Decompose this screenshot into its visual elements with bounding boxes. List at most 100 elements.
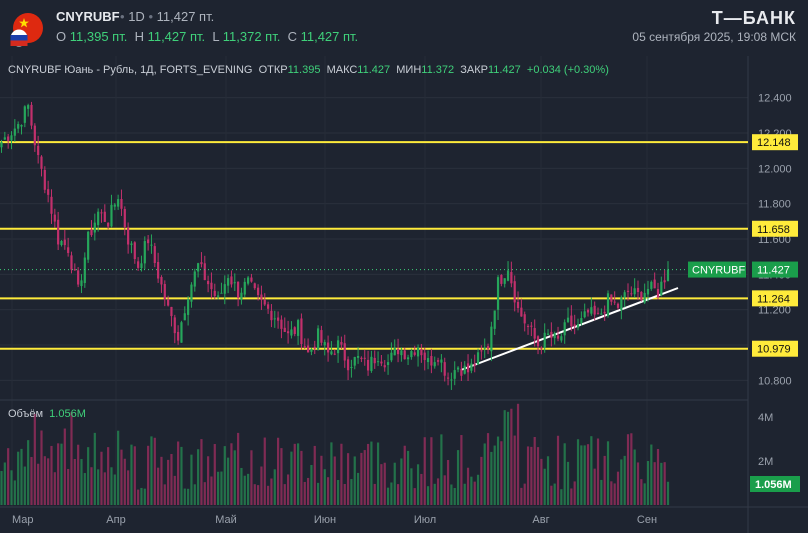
datetime: 05 сентября 2025, 19:08 МСК — [632, 30, 796, 44]
candle-body — [626, 290, 630, 292]
candle — [80, 274, 83, 294]
candle-body — [7, 136, 10, 141]
volume-bar — [413, 488, 416, 505]
candle — [603, 305, 606, 321]
candle-body — [393, 347, 396, 356]
candle-body — [466, 363, 470, 373]
candle — [410, 348, 413, 360]
volume-bar — [257, 485, 260, 505]
candle-body — [290, 329, 293, 336]
candle — [137, 257, 140, 271]
candle — [496, 275, 500, 320]
candle-body — [97, 211, 100, 226]
candle-body — [400, 350, 403, 356]
candle-body — [230, 276, 233, 285]
candle — [360, 356, 363, 363]
candle-body — [130, 243, 133, 245]
volume-bar — [646, 461, 650, 505]
volume-bar — [346, 453, 350, 505]
candle-body — [456, 367, 460, 370]
volume-bar — [290, 451, 293, 505]
candle-body — [586, 309, 590, 313]
volume-bar — [626, 434, 630, 505]
candle — [386, 354, 390, 375]
volume-bar — [570, 488, 573, 505]
volume-bar — [127, 470, 130, 505]
volume-bar — [87, 447, 90, 505]
candle-body — [17, 124, 20, 129]
candle-body — [103, 211, 106, 222]
candle — [620, 295, 623, 320]
volume-bar — [83, 473, 86, 505]
candle — [656, 282, 660, 300]
candle — [280, 315, 283, 339]
volume-badge-label: 1.056M — [755, 479, 792, 491]
candle — [0, 139, 3, 153]
candle — [596, 307, 600, 315]
candle-body — [640, 291, 643, 301]
legend-high: 11.427 — [357, 64, 391, 76]
volume-bar — [483, 443, 486, 505]
candle-body — [553, 333, 556, 339]
candle-body — [173, 317, 176, 334]
candle-body — [526, 325, 530, 327]
candle-body — [193, 271, 196, 287]
volume-bar — [353, 456, 356, 505]
candle-body — [430, 356, 433, 366]
legend-open: 11.395 — [287, 64, 321, 76]
volume-bar — [207, 456, 210, 505]
candle-body — [376, 361, 380, 363]
volume-bar — [383, 462, 386, 505]
candle — [400, 347, 403, 362]
candle — [163, 280, 166, 307]
candle — [40, 155, 43, 177]
timeframe[interactable]: 1D — [128, 9, 145, 24]
volume-bar — [540, 458, 543, 505]
volume-bar — [453, 488, 456, 505]
candle-body — [373, 357, 376, 364]
candle — [170, 306, 173, 327]
ohlc-open-key: O — [56, 29, 67, 44]
volume-bar — [23, 466, 26, 505]
candle-body — [50, 196, 53, 214]
volume-bar — [73, 458, 76, 505]
volume-bar — [213, 444, 216, 505]
ohlc-close-value: 11,427 пт. — [300, 29, 359, 44]
candle-body — [273, 318, 276, 320]
candle-body — [286, 331, 290, 334]
candle-body — [510, 272, 513, 284]
ticker-symbol[interactable]: CNYRUBF — [56, 9, 120, 24]
candle — [526, 324, 530, 335]
candle-body — [303, 346, 306, 348]
candle — [20, 124, 23, 135]
volume-bar — [303, 481, 306, 505]
price-badges: 12.148 11.658 11.264 10.979 CNYRUBF 11.427 1.0… — [688, 134, 800, 492]
candle-body — [197, 263, 200, 272]
candle — [90, 220, 93, 237]
candle-body — [476, 352, 480, 365]
candle-body — [260, 294, 263, 300]
candle — [406, 354, 410, 365]
volume-bars — [0, 403, 670, 505]
candle-body — [523, 314, 526, 324]
level-badge — [752, 340, 798, 357]
candle — [353, 356, 356, 370]
volume-bar — [187, 488, 190, 505]
candle — [243, 278, 246, 298]
volume-bar — [560, 489, 563, 505]
volume-bar — [643, 483, 646, 505]
candle-body — [360, 357, 363, 359]
candle-body — [496, 277, 500, 310]
candle-body — [533, 328, 536, 339]
candle-body — [127, 227, 130, 245]
candle — [183, 306, 186, 321]
candle — [553, 331, 556, 345]
volume-bar — [376, 442, 380, 505]
volume-bar — [450, 484, 453, 505]
level-badge-label: 11.658 — [757, 224, 790, 236]
volume-bar — [593, 468, 596, 505]
candle-body — [653, 279, 656, 289]
candle — [600, 308, 603, 315]
volume-bar — [543, 468, 546, 505]
